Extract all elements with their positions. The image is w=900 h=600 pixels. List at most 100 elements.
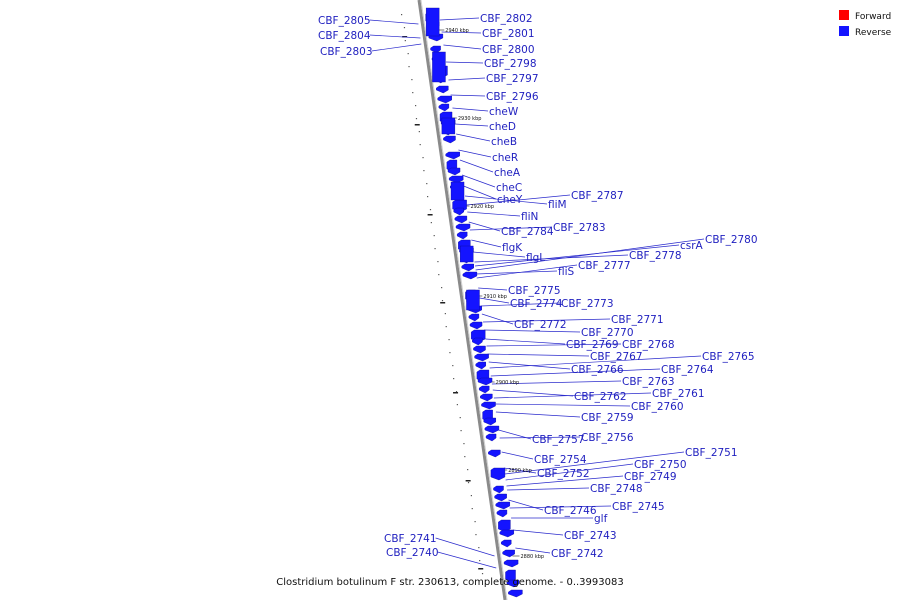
gene-block	[490, 467, 506, 481]
scale-dot	[467, 469, 469, 471]
scale-dot	[445, 326, 447, 328]
label-connector	[484, 329, 581, 333]
label-connector	[454, 123, 489, 127]
gene-label: CBF_2752	[537, 468, 590, 480]
label-connector	[441, 31, 482, 34]
label-connector	[439, 17, 480, 21]
gene-block	[466, 289, 480, 311]
gene-block	[455, 223, 471, 232]
gene-label: flgL	[526, 252, 545, 264]
label-connector	[503, 467, 537, 474]
label-connectors	[369, 17, 705, 569]
scale-dash	[453, 392, 459, 394]
gene-block	[494, 493, 507, 502]
tick-label: 2910 kbp	[483, 294, 507, 300]
gene-label: CBF_2777	[578, 260, 631, 272]
gene-block	[456, 231, 468, 240]
scale-dot	[422, 157, 424, 159]
tick-label: 2930 kbp	[458, 116, 482, 122]
scale-dot	[470, 495, 472, 497]
scale-dot	[471, 508, 473, 510]
label-connector	[490, 368, 661, 377]
scale-dot	[430, 222, 432, 224]
gene-label: CBF_2756	[581, 432, 634, 444]
gene-block	[445, 151, 460, 160]
label-connector	[486, 343, 622, 347]
gene-block	[503, 559, 519, 568]
label-connector	[466, 194, 571, 206]
gene-label: CBF_2802	[480, 13, 533, 25]
gene-label: CBF_2796	[486, 91, 539, 103]
label-connector	[469, 226, 553, 231]
label-connector	[508, 499, 544, 511]
label-connector	[473, 251, 526, 258]
gene-label: CBF_2805	[318, 15, 371, 27]
tick-label: 2900 kbp	[496, 380, 520, 386]
gene-label: cheB	[491, 136, 517, 148]
scale-dot	[441, 300, 444, 302]
scale-dot	[463, 443, 465, 445]
genome-backbone	[417, 0, 507, 600]
label-connector	[509, 505, 612, 509]
scale-dash	[414, 124, 420, 126]
scale-dot	[478, 547, 480, 549]
label-connector	[487, 353, 590, 357]
label-connector	[464, 195, 548, 205]
gene-label: CBF_2765	[702, 351, 755, 363]
gene-label: CBF_2754	[534, 454, 587, 466]
label-connector	[476, 264, 578, 279]
scale-dot	[426, 183, 428, 185]
scale-dot	[453, 378, 455, 380]
scale-dot	[415, 105, 417, 107]
label-connector	[480, 302, 561, 307]
gene-block	[484, 425, 500, 434]
gene-block	[502, 549, 515, 558]
gene-block	[495, 501, 510, 510]
gene-label: CBF_2742	[551, 548, 604, 560]
scale-dot	[456, 404, 458, 406]
scale-dot	[438, 274, 440, 276]
tick-label: 2920 kbp	[470, 204, 494, 210]
scale-dot	[464, 456, 466, 458]
gene-block	[441, 117, 456, 135]
gene-label: CBF_2774	[510, 298, 563, 310]
label-connector	[475, 238, 705, 271]
gene-label: CBF_2801	[482, 28, 535, 40]
gene-block	[450, 181, 465, 201]
scale-dot	[437, 261, 439, 263]
tick-labels: 2940 kbp 2930 kbp 2920 kbp 2910 kbp 2900 kbp…	[445, 28, 544, 560]
gene-block	[461, 263, 474, 272]
label-connector	[448, 77, 486, 81]
gene-labels: CBF_2802 CBF_2801 CBF_2800 CBF_2798 CBF_2797…	[318, 13, 758, 560]
scale-dot	[474, 521, 476, 523]
gene-label: CBF_2771	[611, 314, 664, 326]
gene-label: cheY	[497, 194, 523, 206]
scale-dot	[449, 352, 451, 354]
gene-label: CBF_2769	[566, 339, 619, 351]
scale-dash	[465, 480, 471, 482]
gene-label: flgK	[502, 242, 523, 254]
label-connector	[506, 475, 624, 487]
gene-label: CBF_2740	[386, 547, 439, 559]
gene-label: CBF_2797	[486, 73, 539, 85]
gene-block	[477, 377, 493, 386]
scale-dot	[479, 560, 481, 562]
gene-label: CBF_2766	[571, 364, 624, 376]
tick-label: 2880 kbp	[521, 554, 545, 560]
scale-dash	[440, 302, 446, 304]
label-connector	[492, 389, 574, 397]
gene-block	[478, 385, 490, 394]
scale-dot	[411, 79, 413, 81]
gene-block	[485, 433, 497, 442]
label-connector	[494, 403, 631, 407]
scale-dot	[403, 27, 406, 29]
gene-label: CBF_2757	[532, 434, 585, 446]
scale-dot	[455, 391, 458, 393]
legend-forward-label: Forward	[855, 12, 891, 22]
label-connector	[475, 244, 680, 267]
gene-block	[447, 167, 461, 176]
gene-label: CBF_2746	[544, 505, 597, 517]
gene-label: CBF_2773	[561, 298, 614, 310]
gene-block	[472, 337, 483, 346]
